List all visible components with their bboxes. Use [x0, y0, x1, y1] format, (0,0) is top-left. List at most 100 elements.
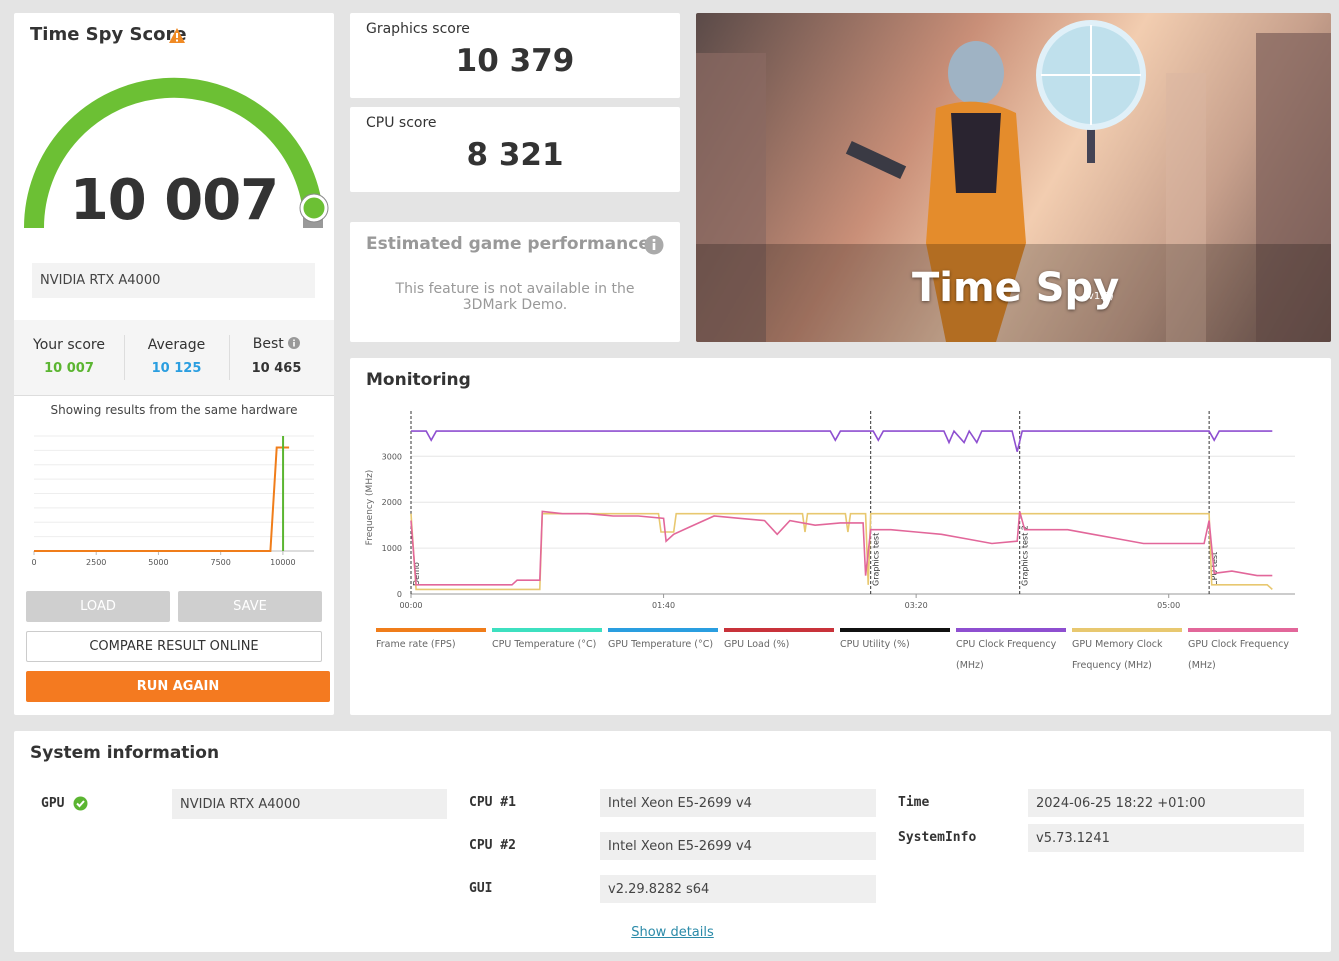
stat-value: 10 007 — [44, 361, 94, 376]
card-label: CPU score — [366, 115, 437, 131]
estimate-card: Estimated game performance This feature … — [350, 222, 680, 342]
hero-art — [696, 20, 1331, 342]
save-button[interactable]: SAVE — [178, 591, 322, 622]
row-value: Intel Xeon E5-2699 v4 — [600, 789, 876, 817]
system-panel: System information GPU NVIDIA RTX A4000 … — [14, 731, 1331, 952]
legend-swatch — [1072, 628, 1182, 632]
legend-label: CPU Temperature (°C) — [492, 639, 597, 650]
legend-label: CPU Utility (%) — [840, 639, 910, 650]
legend-item[interactable]: CPU Utility (%) — [840, 628, 950, 655]
row-value: 2024-06-25 18:22 +01:00 — [1028, 789, 1304, 817]
total-score: 10 007 — [69, 168, 279, 233]
row-label: Time — [898, 795, 930, 810]
legend-label: GPU Clock Frequency (MHz) — [1188, 639, 1289, 671]
event-label: Graphics test — [872, 533, 881, 586]
stat-value: 10 125 — [151, 361, 202, 376]
legend-label: GPU Temperature (°C) — [608, 639, 714, 650]
legend-label: GPU Memory Clock Frequency (MHz) — [1072, 639, 1163, 671]
legend-swatch — [376, 628, 486, 632]
divider — [14, 395, 334, 396]
estimate-message: This feature is not available in the 3DM… — [395, 281, 635, 313]
run-again-button[interactable]: RUN AGAIN — [26, 671, 330, 702]
legend-label: Frame rate (FPS) — [376, 639, 456, 650]
card-value: 8 321 — [466, 137, 564, 173]
hero-title: Time Spy — [912, 265, 1120, 311]
legend-swatch — [492, 628, 602, 632]
y-tick-label: 2000 — [382, 498, 402, 507]
legend-item[interactable]: CPU Temperature (°C) — [492, 628, 602, 655]
legend-item[interactable]: CPU Clock Frequency (MHz) — [956, 628, 1066, 676]
compare-button[interactable]: COMPARE RESULT ONLINE — [26, 631, 322, 662]
legend-label: CPU Clock Frequency (MHz) — [956, 639, 1057, 671]
x-tick-label: 10000 — [270, 558, 295, 567]
stats-strip: Your score 10 007 Average 10 125 Best 10… — [14, 320, 334, 395]
load-button[interactable]: LOAD — [26, 591, 170, 622]
event-label: Graphics test 2 — [1021, 525, 1030, 586]
show-details-link[interactable]: Show details — [631, 925, 714, 940]
x-tick-label: 00:00 — [399, 601, 422, 610]
hero-version: (v1.2) — [1084, 291, 1114, 302]
legend-swatch — [840, 628, 950, 632]
legend-swatch — [608, 628, 718, 632]
gpu-name: NVIDIA RTX A4000 — [32, 263, 315, 298]
distribution-chart: 0 2500 5000 7500 10000 — [31, 435, 314, 567]
row-label: CPU #2 — [469, 838, 516, 853]
stat-label: Average — [147, 337, 206, 353]
legend-item[interactable]: GPU Temperature (°C) — [608, 628, 718, 655]
row-label: SystemInfo — [898, 830, 977, 845]
distribution-caption: Showing results from the same hardware — [50, 403, 298, 417]
monitoring-title: Monitoring — [366, 370, 471, 390]
card-value: 10 379 — [455, 43, 575, 79]
hero-banner: Time Spy (v1.2) — [696, 13, 1331, 342]
ok-icon — [73, 796, 88, 811]
divider — [124, 335, 125, 380]
legend-item[interactable]: GPU Memory Clock Frequency (MHz) — [1072, 628, 1182, 676]
y-tick-label: 0 — [397, 590, 402, 599]
legend-swatch — [724, 628, 834, 632]
monitoring-chart: Frequency (MHz) 0 1000 2000 3000 00:00 01:40 03… — [365, 411, 1295, 610]
divider — [229, 335, 230, 380]
y-tick-label: 3000 — [382, 452, 402, 461]
x-tick-label: 7500 — [210, 558, 230, 567]
card-label: Graphics score — [366, 21, 470, 37]
x-tick-label: 01:40 — [652, 601, 675, 610]
system-title: System information — [30, 743, 220, 763]
x-tick-label: 03:20 — [905, 601, 928, 610]
cpu-score-card: CPU score 8 321 — [350, 107, 680, 192]
legend-item[interactable]: GPU Load (%) — [724, 628, 834, 655]
row-value: NVIDIA RTX A4000 — [172, 789, 447, 819]
y-axis-title: Frequency (MHz) — [365, 470, 375, 546]
x-tick-label: 2500 — [86, 558, 106, 567]
score-gauge — [23, 77, 329, 229]
legend-item[interactable]: GPU Clock Frequency (MHz) — [1188, 628, 1298, 676]
info-icon[interactable] — [288, 337, 301, 349]
series-line — [411, 429, 1273, 452]
monitoring-panel: Monitoring Frequency (MHz) 0 1000 2000 3000 0… — [350, 358, 1331, 715]
y-tick-label: 1000 — [382, 544, 402, 553]
x-tick-label: 0 — [31, 558, 36, 567]
score-panel: Time Spy Score 10 007 NVIDIA RTX A4000 Y… — [14, 13, 334, 715]
warning-icon — [169, 28, 185, 43]
series-line — [410, 510, 1273, 586]
stat-label: Best — [229, 336, 324, 352]
info-icon[interactable] — [644, 235, 664, 255]
legend-swatch — [1188, 628, 1298, 632]
legend-item[interactable]: Frame rate (FPS) — [376, 628, 486, 655]
stat-value: 10 465 — [251, 361, 302, 376]
row-value: v5.73.1241 — [1028, 824, 1304, 852]
legend-swatch — [956, 628, 1066, 632]
event-label: CPU test — [1210, 552, 1219, 586]
row-value: v2.29.8282 s64 — [600, 875, 876, 903]
row-label: GUI — [469, 881, 493, 896]
stat-label: Your score — [33, 337, 105, 353]
event-label: Demo — [412, 562, 421, 586]
stat-label-text: Best — [252, 336, 284, 352]
row-label: GPU — [41, 796, 65, 811]
legend-label: GPU Load (%) — [724, 639, 790, 650]
estimate-title: Estimated game performance — [366, 234, 650, 254]
row-label: CPU #1 — [469, 795, 516, 810]
row-value: Intel Xeon E5-2699 v4 — [600, 832, 876, 860]
x-tick-label: 5000 — [148, 558, 168, 567]
x-tick-label: 05:00 — [1157, 601, 1180, 610]
